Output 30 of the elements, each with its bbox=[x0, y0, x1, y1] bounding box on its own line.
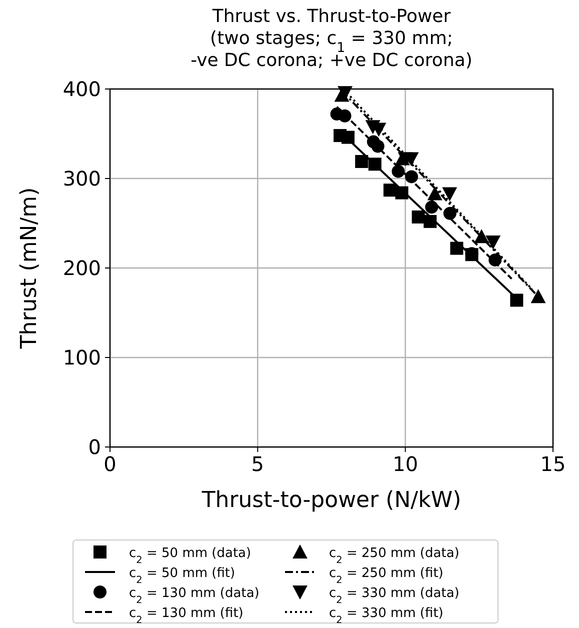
point bbox=[355, 154, 368, 168]
chart-title: Thrust vs. Thrust-to-Power (two stages; c$_{1}$ = 330 mm; -ve DC corona; +ve DC corona) bbox=[190, 6, 472, 71]
point bbox=[510, 294, 524, 307]
point bbox=[530, 289, 546, 304]
x-axis-title: Thrust-to-power (N/kW) bbox=[200, 488, 462, 513]
point bbox=[450, 242, 464, 255]
legend-label: c$_{2}$ = 250 mm (data) bbox=[329, 546, 460, 566]
point bbox=[427, 186, 442, 200]
y-axis-title: Thrust (mN/m) bbox=[17, 187, 42, 350]
x-tick-label: 5 bbox=[251, 452, 264, 476]
legend-label: c$_{2}$ = 130 mm (fit) bbox=[129, 606, 244, 626]
legend-label: c$_{2}$ = 330 mm (fit) bbox=[329, 606, 444, 626]
legend-label: c$_{2}$ = 130 mm (data) bbox=[129, 586, 260, 606]
point bbox=[425, 200, 438, 214]
point bbox=[383, 184, 396, 197]
legend-label: c$_{2}$ = 330 mm (data) bbox=[329, 586, 460, 606]
point bbox=[486, 236, 501, 250]
x-tick-label: 10 bbox=[392, 452, 418, 476]
y-tick-label: 300 bbox=[62, 166, 101, 190]
legend-label: c$_{2}$ = 250 mm (fit) bbox=[329, 566, 444, 586]
x-tick-label: 15 bbox=[540, 452, 566, 476]
x-tick-label: 0 bbox=[104, 452, 116, 476]
y-tick-label: 200 bbox=[62, 256, 101, 280]
y-tick-label: 0 bbox=[88, 435, 101, 459]
y-tick-label: 400 bbox=[62, 77, 101, 101]
y-tick-label: 100 bbox=[62, 346, 101, 370]
legend-label: c$_{2}$ = 50 mm (fit) bbox=[129, 566, 236, 586]
point bbox=[442, 187, 458, 202]
legend-label: c$_{2}$ = 50 mm (data) bbox=[129, 546, 252, 566]
point bbox=[412, 210, 425, 224]
